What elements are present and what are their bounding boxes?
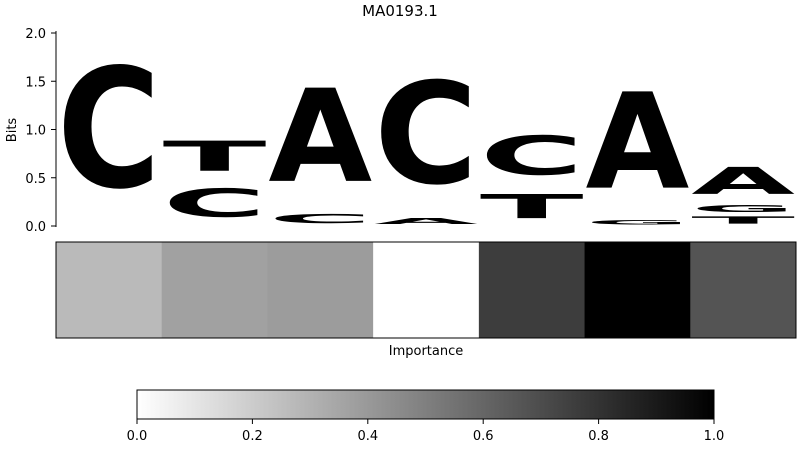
heatmap-cell [690,242,797,338]
logo-y-axis: 0.0 0.5 1.0 1.5 2.0 [25,27,57,235]
logo-letter-t: T [163,133,267,181]
logo-letter-c: C [480,125,584,187]
heatmap-cell [56,242,163,338]
heatmap-frame [55,241,797,339]
colorbar-frame [136,389,715,420]
logo-letter-c: C [374,53,478,216]
colorbar-tick-label: 0.8 [588,429,609,444]
logo-letter-g: G [586,219,690,226]
heatmap-cell [161,242,268,338]
colorbar-tick-label: 0.6 [473,429,494,444]
importance-axis-label: Importance [389,344,464,359]
logo-letter-t: T [691,215,795,226]
colorbar: 0.0 0.2 0.4 0.6 0.8 1.0 [127,389,725,444]
logo-letter-c: C [268,212,372,226]
logo-letter-a: A [586,67,690,220]
importance-heatmap [55,241,797,339]
colorbar-gradient [137,390,714,419]
y-tick-label: 1.0 [25,124,46,139]
heatmap-cell [267,242,374,338]
colorbar-tick-label: 1.0 [704,429,725,444]
y-tick-label: 0.5 [25,172,46,187]
colorbar-tick-label: 0.0 [127,429,148,444]
y-tick-label: 1.5 [25,75,46,90]
chart-title: MA0193.1 [362,2,438,20]
heatmap-cell [373,242,480,338]
y-tick-label: 2.0 [25,27,46,42]
logo-letter-c: C [163,181,267,226]
colorbar-tick-label: 0.4 [357,429,378,444]
logo-letter-t: T [480,187,584,225]
y-tick-label: 0.0 [25,220,46,235]
heatmap-cell [584,242,691,338]
colorbar-tick-label: 0.2 [242,429,263,444]
logo-letter-a: A [374,216,478,226]
logo-letter-a: A [268,62,372,211]
heatmap-cell [478,242,586,338]
logo-letter-g: G [691,203,795,214]
y-axis-label: Bits [5,118,20,143]
logo-letter-a: A [691,160,795,203]
logo-letter-c: C [57,34,161,226]
